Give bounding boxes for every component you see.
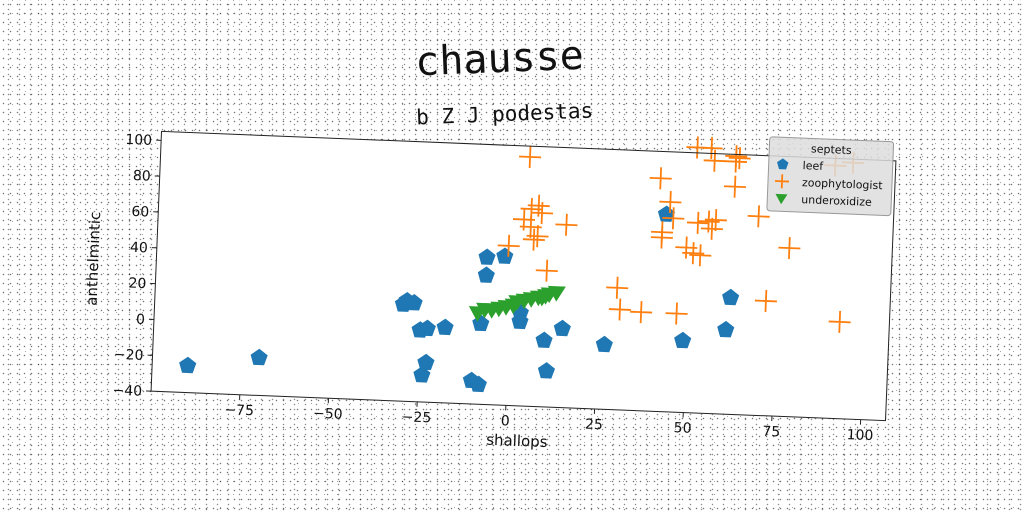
data-point-zoophytologist [747, 205, 770, 228]
chart-subtitle: b Z J podestas [416, 98, 594, 129]
data-point-zoophytologist [723, 175, 746, 198]
data-point-zoophytologist [700, 137, 723, 160]
data-point-zoophytologist [526, 225, 549, 248]
data-point-leef [477, 266, 495, 283]
data-point-leef [537, 362, 556, 379]
y-tick-label: 0 [136, 312, 146, 328]
x-tick-label: 100 [846, 427, 873, 444]
data-point-zoophytologist [778, 237, 801, 260]
data-point-leef [717, 320, 735, 338]
data-point-leef [417, 353, 435, 371]
data-point-zoophytologist [728, 147, 751, 170]
plot-background [151, 131, 896, 421]
data-point-leef [469, 375, 487, 393]
data-point-leef [595, 335, 613, 353]
legend-box [766, 136, 895, 217]
y-tick-label: −40 [112, 383, 142, 400]
data-point-leef [553, 319, 571, 337]
series-leef [179, 205, 740, 393]
data-point-leef [179, 356, 197, 374]
data-point-zoophytologist [665, 302, 688, 325]
data-point-leef [674, 331, 692, 349]
legend-title: septets [811, 142, 852, 157]
data-point-zoophytologist [700, 217, 723, 240]
plot-area: −75 −50 −25 0 25 50 75 100 −40 −20 0 20 40 60 80 100 sha… [82, 130, 897, 451]
x-tick-label: 25 [585, 417, 603, 434]
data-point-zoophytologist [662, 207, 685, 230]
data-point-zoophytologist [649, 167, 672, 190]
x-axis-label: shallops [486, 431, 548, 451]
data-point-zoophytologist [522, 228, 545, 251]
series-underoxidize [468, 285, 566, 322]
y-tick-label: 40 [130, 240, 148, 257]
legend-label-zoophytologist: zoophytologist [802, 176, 884, 192]
data-point-zoophytologist [497, 234, 520, 257]
data-point-zoophytologist [608, 298, 631, 321]
legend-marker-zoophytologist [774, 174, 790, 189]
data-point-zoophytologist [606, 276, 629, 299]
legend-label-underoxidize: underoxidize [801, 193, 872, 209]
data-point-leef [535, 331, 553, 348]
data-point-leef [405, 294, 423, 311]
x-tick-label: −50 [313, 406, 343, 423]
x-tick-label: 75 [762, 424, 780, 441]
data-point-zoophytologist [754, 289, 777, 313]
data-point-zoophytologist [555, 213, 578, 236]
chart-title: chausse [414, 33, 584, 86]
legend-marker-underoxidize [775, 193, 788, 205]
plot-frame [150, 130, 897, 422]
y-tick-label: 20 [128, 276, 146, 293]
data-point-leef [250, 348, 268, 366]
data-point-zoophytologist [530, 202, 554, 225]
data-point-zoophytologist [519, 145, 542, 168]
legend-label-leef: leef [802, 159, 824, 173]
data-point-zoophytologist [659, 191, 682, 214]
x-tick-label: −75 [224, 402, 254, 419]
data-point-zoophytologist [630, 301, 653, 324]
data-point-leef [418, 319, 436, 337]
data-point-leef [722, 288, 740, 306]
y-tick-label: 60 [131, 204, 149, 221]
x-tick-label: 50 [673, 420, 691, 437]
data-point-zoophytologist [686, 211, 710, 234]
data-point-zoophytologist [512, 208, 536, 231]
y-tick-label: 80 [133, 168, 151, 185]
data-point-leef [413, 366, 431, 383]
x-tick-label: −25 [401, 409, 431, 426]
data-point-leef [478, 248, 496, 265]
data-point-zoophytologist [650, 226, 673, 249]
data-point-zoophytologist [535, 259, 558, 282]
data-point-zoophytologist [689, 244, 712, 267]
y-tick-label: −20 [114, 347, 144, 364]
data-point-underoxidize [547, 285, 566, 302]
y-axis-label: anthelmintic [82, 211, 104, 306]
x-tick-label: 0 [500, 413, 510, 429]
data-point-leef [436, 318, 454, 336]
data-point-zoophytologist [828, 310, 851, 333]
y-tick-label: 100 [125, 132, 152, 149]
data-point-zoophytologist [704, 208, 727, 232]
legend-marker-leef [777, 158, 789, 170]
